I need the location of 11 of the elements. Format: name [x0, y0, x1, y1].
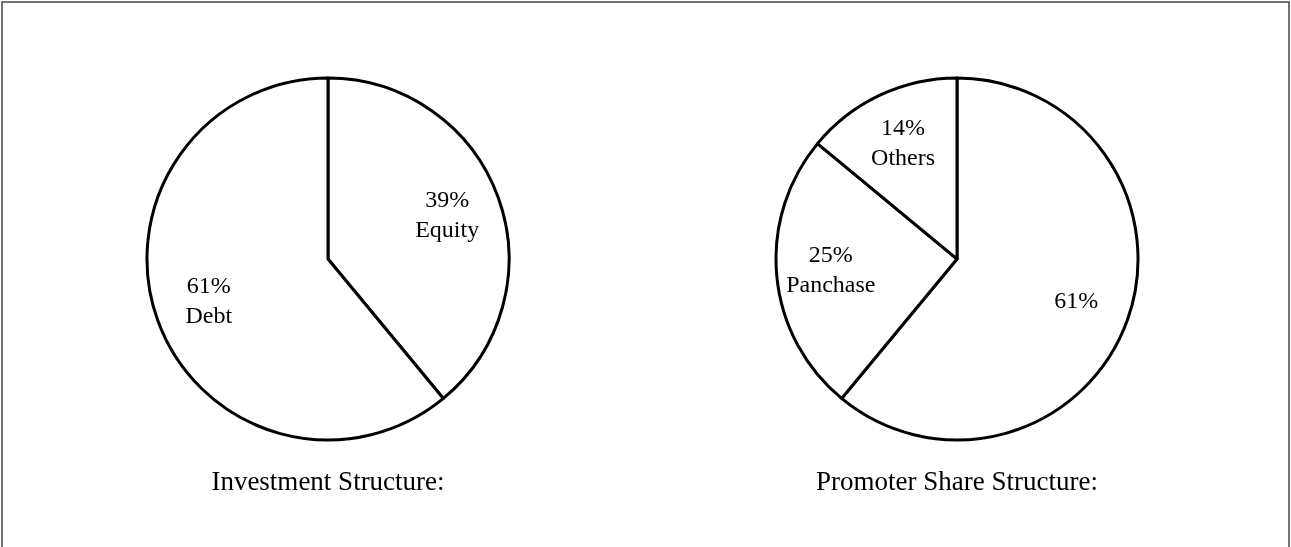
data-label: 61% — [1054, 286, 1099, 313]
data-label: 39% — [425, 185, 470, 212]
text: Investment Structure: — [211, 466, 445, 496]
slice-label: Equity — [415, 215, 480, 242]
slice-label: Debt — [185, 301, 233, 328]
slice-label: Panchase — [786, 270, 876, 297]
data-label: 61% — [186, 271, 231, 298]
data-label: 14% — [881, 113, 926, 140]
data-label: 25% — [808, 240, 853, 267]
slice-label: Others — [871, 143, 936, 170]
text: Promoter Share Structure: — [816, 466, 1098, 496]
